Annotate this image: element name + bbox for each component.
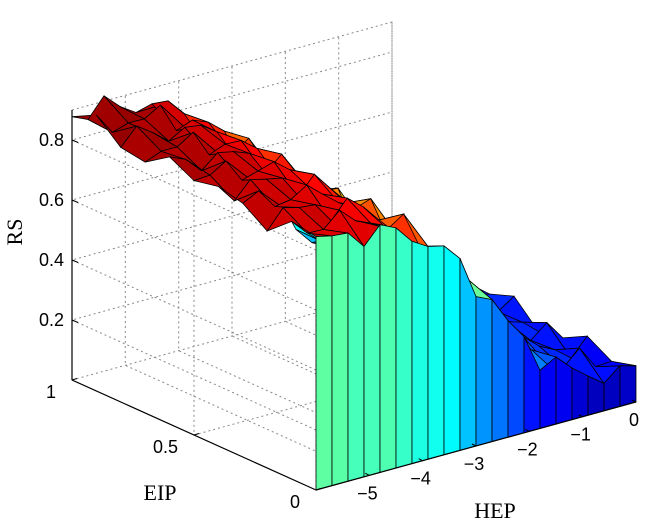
y-tick-label: 0.5: [153, 437, 178, 457]
skirt-patch: [507, 319, 525, 438]
x-tick-mark: [631, 399, 637, 403]
z-tick-label: 0.6: [39, 190, 64, 210]
x-tick-label: −1: [570, 425, 591, 445]
y-tick-label: 0: [290, 492, 300, 512]
z-tick-label: 0.8: [39, 130, 64, 150]
skirt-patch: [587, 375, 605, 416]
x-tick-label: −3: [464, 454, 485, 474]
y-axis-title: EIP: [144, 480, 177, 505]
surface: [71, 95, 637, 491]
z-tick-mark: [71, 199, 79, 203]
x-tick-mark: [525, 428, 530, 432]
y-tick-mark: [193, 433, 200, 436]
z-tick-label: 0.4: [39, 250, 64, 270]
skirt-patch: [427, 245, 445, 460]
skirt-patch: [395, 227, 413, 469]
skirt-patch: [491, 298, 509, 443]
skirt-patch: [475, 296, 493, 447]
z-tick-mark: [71, 319, 79, 323]
skirt-patch: [555, 356, 573, 425]
z-tick-label: 0.2: [39, 310, 64, 330]
y-tick-label: 1: [46, 382, 56, 402]
x-tick-mark: [365, 472, 370, 476]
x-tick-mark: [578, 414, 583, 418]
x-axis-title: HEP: [474, 498, 516, 523]
z-tick-mark: [71, 139, 79, 143]
x-tick-mark: [471, 443, 477, 447]
skirt-patch: [443, 245, 461, 456]
z-tick-mark: [71, 259, 79, 263]
y-tick-mark: [315, 488, 322, 491]
skirt-patch: [315, 235, 333, 491]
skirt-patch: [379, 224, 397, 473]
x-tick-label: −2: [517, 439, 538, 459]
skirt-patch: [363, 223, 381, 478]
x-tick-label: −5: [357, 483, 378, 503]
y-tick-mark: [71, 378, 78, 381]
skirt-patch: [411, 240, 429, 465]
x-tick-mark: [418, 458, 423, 462]
x-tick-label: −4: [410, 469, 431, 489]
z-axis-title: RS: [2, 219, 27, 246]
grid-line: [71, 21, 393, 292]
skirt-patch: [347, 232, 365, 482]
tick-labels: −5 −4 −3 −2 −1 0 0 0.5 1 0.2 0.4 0.6 0.8: [39, 130, 639, 512]
x-tick-label: 0: [629, 410, 639, 430]
skirt-patch: [331, 232, 349, 487]
skirt-patch: [571, 367, 589, 421]
